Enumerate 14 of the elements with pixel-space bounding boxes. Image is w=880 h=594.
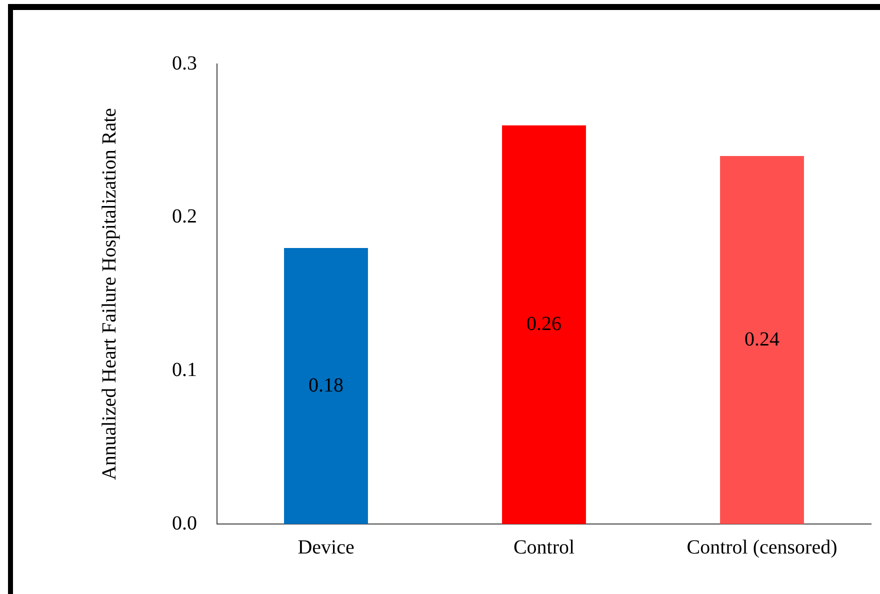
data-label: 0.24 [744, 328, 780, 350]
data-label: 0.26 [526, 312, 562, 335]
y-tick-label: 0.1 [172, 358, 197, 381]
bar [720, 156, 804, 524]
x-tick-label: Device [298, 536, 354, 558]
y-tick-label: 0.2 [172, 206, 197, 228]
x-tick-label: Control [513, 536, 575, 558]
x-tick-label: Control (censored) [686, 536, 838, 558]
y-axis-title: Annualized Heart Failure Hospitalization Rate [98, 108, 120, 480]
bar [502, 125, 586, 524]
y-tick-label: 0.0 [172, 512, 197, 534]
data-label: 0.18 [308, 374, 344, 396]
bar [284, 248, 368, 524]
y-tick-label: 0.3 [172, 52, 197, 74]
